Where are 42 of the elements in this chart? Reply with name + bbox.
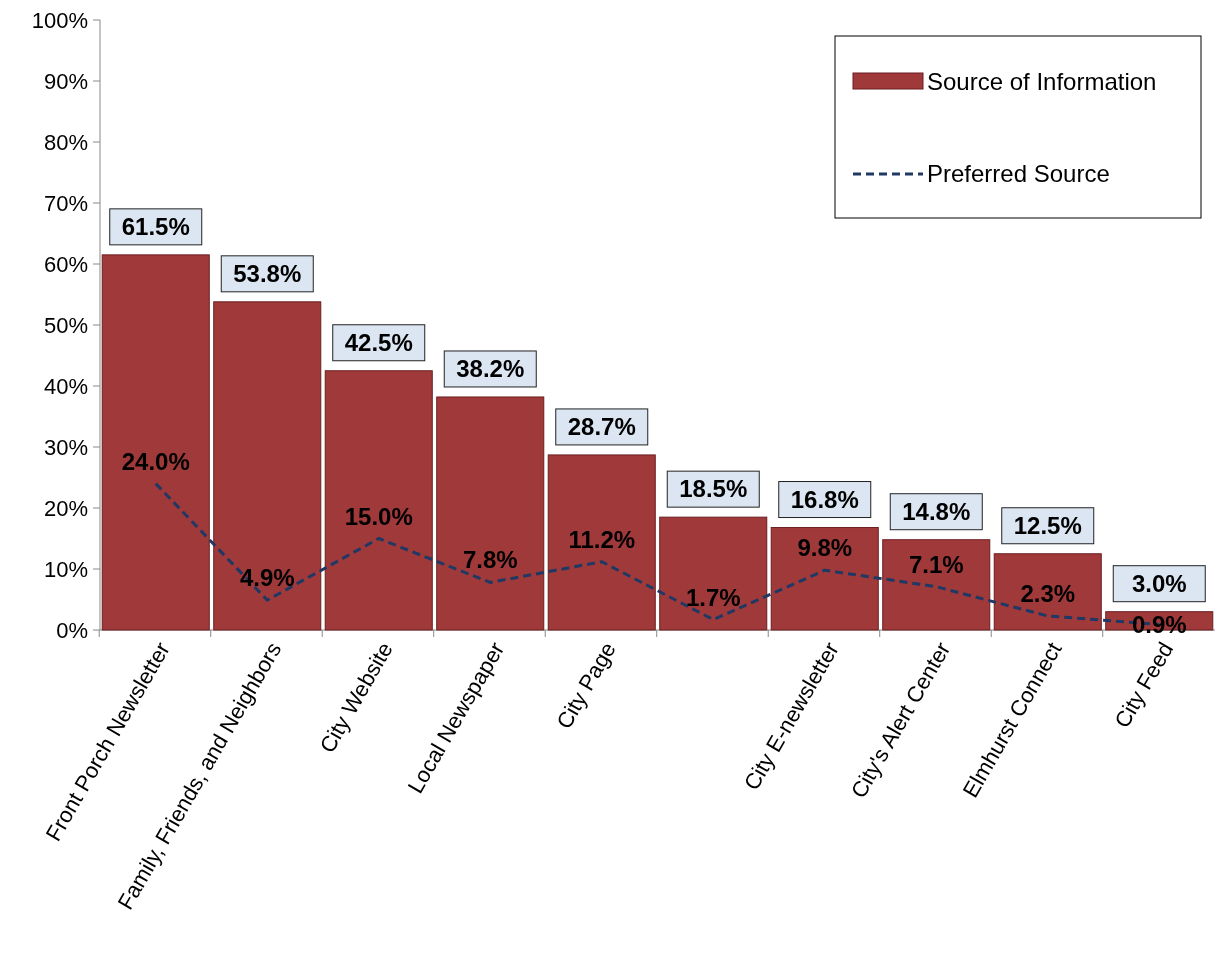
y-tick-label: 50% — [43, 312, 88, 338]
bar — [436, 396, 545, 631]
data-label: 38.2% — [456, 354, 525, 382]
data-label: 12.5% — [1013, 511, 1082, 539]
y-tick-label: 10% — [43, 556, 88, 582]
data-label: 28.7% — [567, 412, 636, 440]
data-label: 3.0% — [1131, 569, 1187, 597]
bar — [101, 254, 210, 631]
data-label: 9.8% — [797, 534, 853, 562]
y-tick-label: 20% — [43, 495, 88, 521]
y-tick-label: 30% — [43, 434, 88, 460]
data-label: 11.2% — [568, 525, 636, 553]
data-label: 7.1% — [908, 550, 964, 578]
bar — [324, 370, 433, 631]
bar — [659, 516, 768, 631]
data-label: 42.5% — [344, 328, 413, 356]
y-tick-label: 70% — [43, 190, 88, 216]
legend-label: Source of Information — [927, 68, 1157, 96]
bar — [770, 527, 879, 631]
y-tick-label: 60% — [43, 251, 88, 277]
data-label: 18.5% — [679, 475, 748, 503]
y-tick-label: 40% — [43, 373, 88, 399]
data-label: 24.0% — [121, 447, 190, 475]
legend-label: Preferred Source — [927, 160, 1110, 188]
data-label: 16.8% — [790, 485, 859, 513]
bar — [882, 539, 991, 631]
data-label: 1.7% — [685, 583, 741, 611]
bar — [213, 301, 322, 631]
data-label: 14.8% — [902, 497, 971, 525]
data-label: 2.3% — [1020, 579, 1076, 607]
data-label: 15.0% — [344, 502, 413, 530]
bar — [547, 454, 656, 631]
y-tick-label: 100% — [31, 7, 88, 33]
y-tick-label: 90% — [43, 68, 88, 94]
y-tick-label: 0% — [56, 617, 88, 643]
bar — [993, 553, 1102, 631]
data-label: 4.9% — [239, 564, 295, 592]
data-label: 53.8% — [233, 259, 302, 287]
data-label: 7.8% — [462, 546, 518, 574]
y-tick-label: 80% — [43, 129, 88, 155]
data-label: 61.5% — [121, 212, 190, 240]
data-label: 0.9% — [1131, 610, 1187, 638]
